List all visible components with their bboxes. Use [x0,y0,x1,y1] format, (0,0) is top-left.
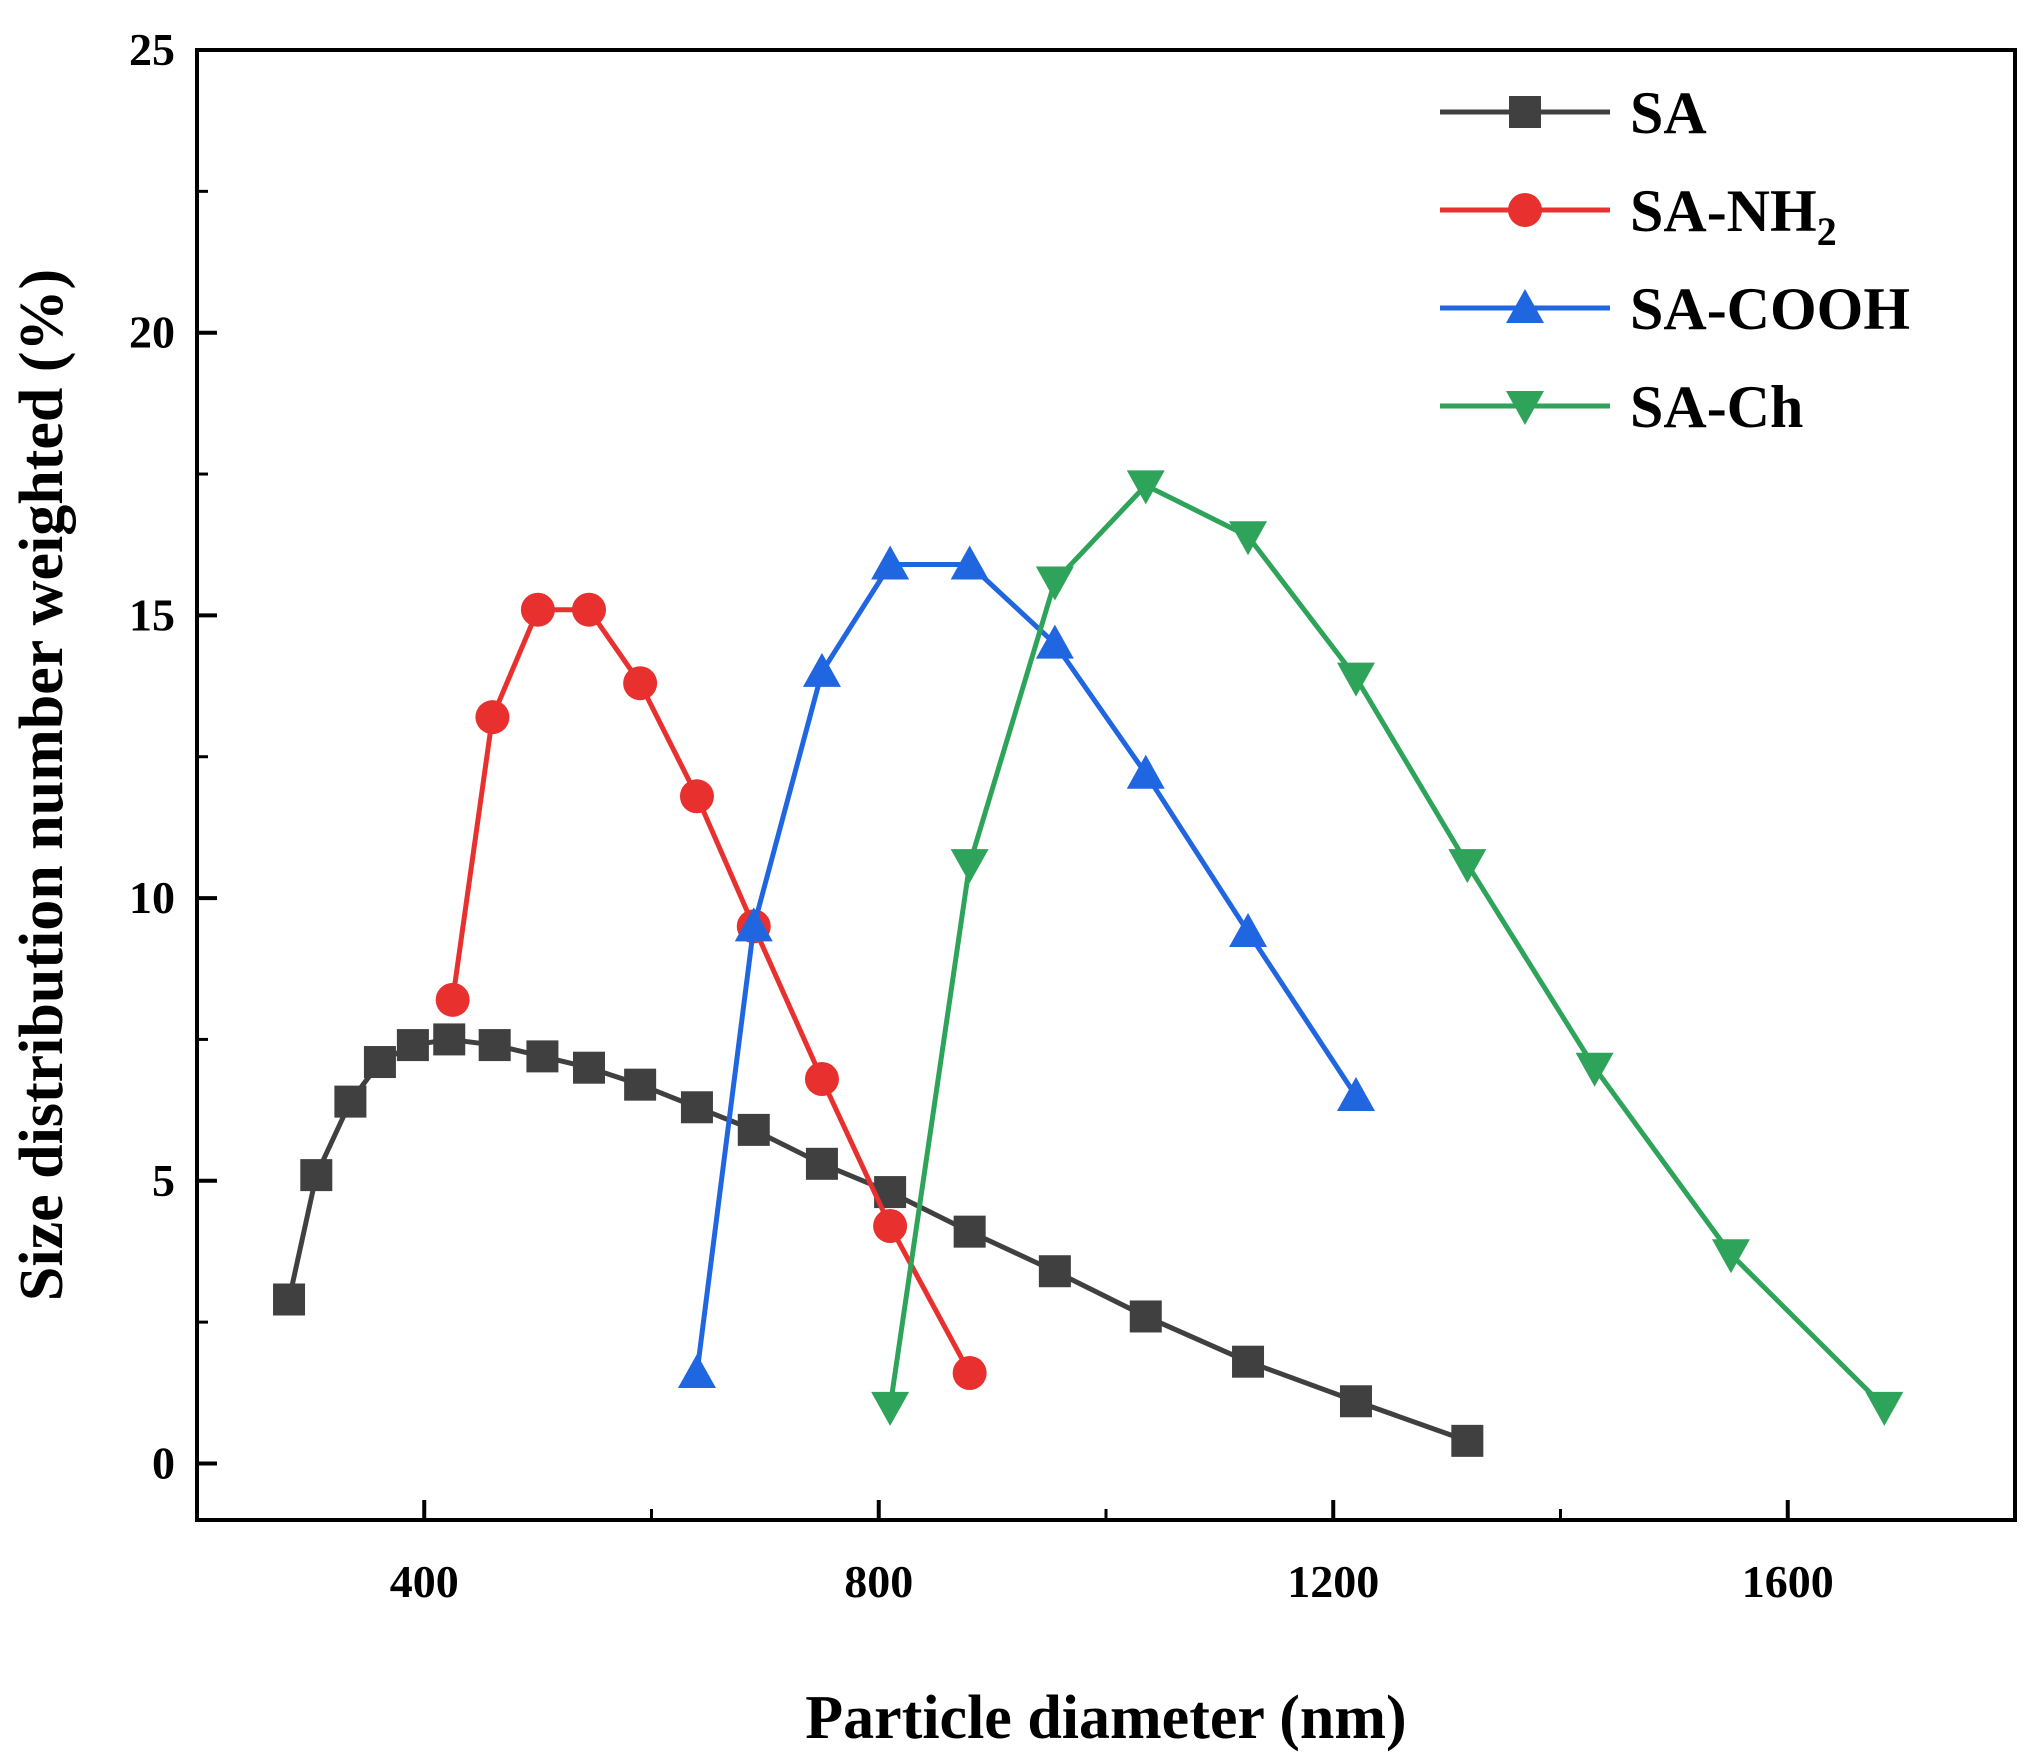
legend-marker [1506,391,1544,425]
series-line [887,482,1887,1409]
data-point [623,666,658,701]
legend-marker [1506,289,1544,323]
data-point [1865,1391,1904,1426]
data-point [677,1354,716,1388]
data-point [1126,470,1165,505]
data-point [300,1159,333,1192]
data-point [734,907,773,942]
data-point [526,1040,559,1073]
x-tick-label: 400 [390,1556,459,1607]
y-tick-label: 0 [152,1437,175,1488]
data-point [1339,1385,1372,1418]
legend-label: SA-COOH [1630,276,1910,342]
y-tick-label: 20 [129,307,175,358]
legend-label: SA [1630,80,1707,146]
series-sa-nh2 [435,592,987,1390]
x-axis-title: Particle diameter (nm) [805,1684,1406,1752]
legend: SA SA-NH2 SA-COOH SA-Ch [1440,80,1910,440]
series-line [286,1036,1469,1444]
data-point [435,982,470,1017]
y-tick-label: 25 [129,24,175,75]
data-point [871,545,910,580]
data-point [805,1147,838,1180]
legend-entry: SA-NH2 [1440,178,1837,254]
data-point [871,1391,910,1426]
legend-marker [1509,96,1541,128]
series-sa-cooh [677,545,1375,1388]
data-point [1229,521,1268,556]
data-point [1575,1052,1614,1087]
data-point [953,1215,986,1248]
data-point [1711,1239,1750,1274]
y-tick-label: 15 [129,589,175,640]
y-tick-label: 5 [152,1155,175,1206]
legend-label: SA-Ch [1630,374,1803,440]
data-point [873,1209,908,1243]
legend-entry: SA [1440,80,1707,146]
data-point [475,700,510,735]
data-point [1451,1424,1484,1457]
data-point [520,592,555,627]
plot-frame [195,48,2017,1522]
data-point [1336,1076,1375,1111]
data-point [802,652,841,687]
data-point [572,592,607,627]
data-point [396,1029,429,1062]
legend-marker [1508,193,1542,227]
data-point [1129,1300,1162,1333]
series-sa [273,1023,1484,1457]
data-point [1035,566,1074,601]
data-point [334,1085,367,1118]
data-point [1038,1255,1071,1288]
data-point [1232,1345,1265,1378]
data-point [624,1068,657,1101]
data-point [573,1051,606,1084]
legend-entry: SA-COOH [1440,276,1910,342]
data-point [1336,662,1375,697]
data-point [478,1029,511,1062]
data-point [1229,913,1268,947]
legend-label: SA-NH2 [1630,178,1837,254]
legend-entry: SA-Ch [1440,374,1803,440]
series-line [450,607,972,1375]
y-tick-label: 10 [129,872,175,923]
data-point [679,779,714,814]
x-tick-label: 800 [844,1556,913,1607]
data-point [950,545,989,580]
data-point [804,1062,839,1096]
data-point [1035,624,1074,659]
data-point [273,1283,306,1316]
series-sa-ch [871,470,1904,1426]
plot-area: 0 5 10 15 20 25 400 800 1200 1600 [129,24,2017,1607]
x-tick-label: 1600 [1742,1556,1834,1607]
data-point [363,1046,396,1079]
x-tick-label: 1200 [1287,1556,1379,1607]
data-point [1448,849,1487,884]
data-point [950,849,989,884]
data-point [952,1356,987,1390]
data-point [680,1091,713,1124]
y-axis-title: Size distribution number weighted (%) [8,269,76,1301]
series-line [694,562,1359,1374]
data-point [433,1023,466,1056]
data-point [1126,754,1165,789]
data-point [737,1113,770,1146]
